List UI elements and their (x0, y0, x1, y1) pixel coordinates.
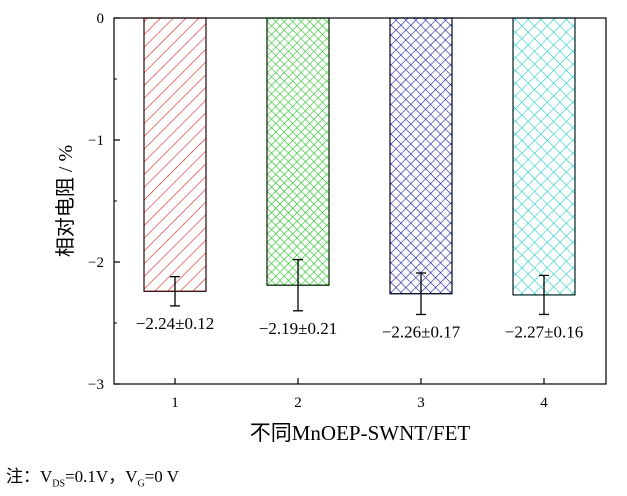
y-tick-label: 0 (97, 11, 105, 27)
y-tick-label: −1 (88, 133, 104, 149)
error-bar-3 (416, 272, 426, 316)
x-tick-label-1: 1 (171, 395, 179, 411)
x-tick-label-3: 3 (417, 395, 425, 411)
data-label-2: −2.19±0.21 (259, 319, 337, 338)
note-vds-symbol: V (40, 467, 53, 486)
x-tick-label-2: 2 (294, 395, 302, 411)
data-label-1: −2.24±0.12 (136, 314, 214, 333)
x-tick-label-4: 4 (540, 395, 548, 411)
data-label-3: −2.26±0.17 (382, 322, 461, 341)
error-bar-1 (170, 275, 180, 307)
y-tick-label: −3 (88, 377, 104, 393)
bar-1 (143, 17, 207, 292)
note-vds-value: =0.1V， (65, 467, 126, 486)
footnote: 注：VDS=0.1V，VG=0 V (6, 462, 179, 489)
y-tick-label: −2 (88, 255, 104, 271)
note-vg-subscript: G (137, 478, 145, 490)
note-vds-subscript: DS (52, 478, 66, 490)
error-bar-2 (293, 258, 303, 312)
data-label-4: −2.27±0.16 (505, 322, 583, 341)
note-vg-value: =0 V (144, 467, 180, 486)
bar-chart: −2.24±0.12 −2.19±0.21 −2.26±0.17 −2.27±0.16… (54, 11, 607, 445)
bar-3 (389, 17, 453, 295)
x-axis-label: 不同MnOEP-SWNT/FET (250, 421, 471, 445)
y-axis-label: 相对电阻 / % (54, 145, 77, 257)
note-prefix: 注： (6, 467, 40, 486)
note-vg-symbol: V (125, 467, 138, 486)
bar-4 (512, 17, 576, 296)
bar-2 (266, 17, 330, 286)
error-bar-4 (539, 274, 549, 316)
